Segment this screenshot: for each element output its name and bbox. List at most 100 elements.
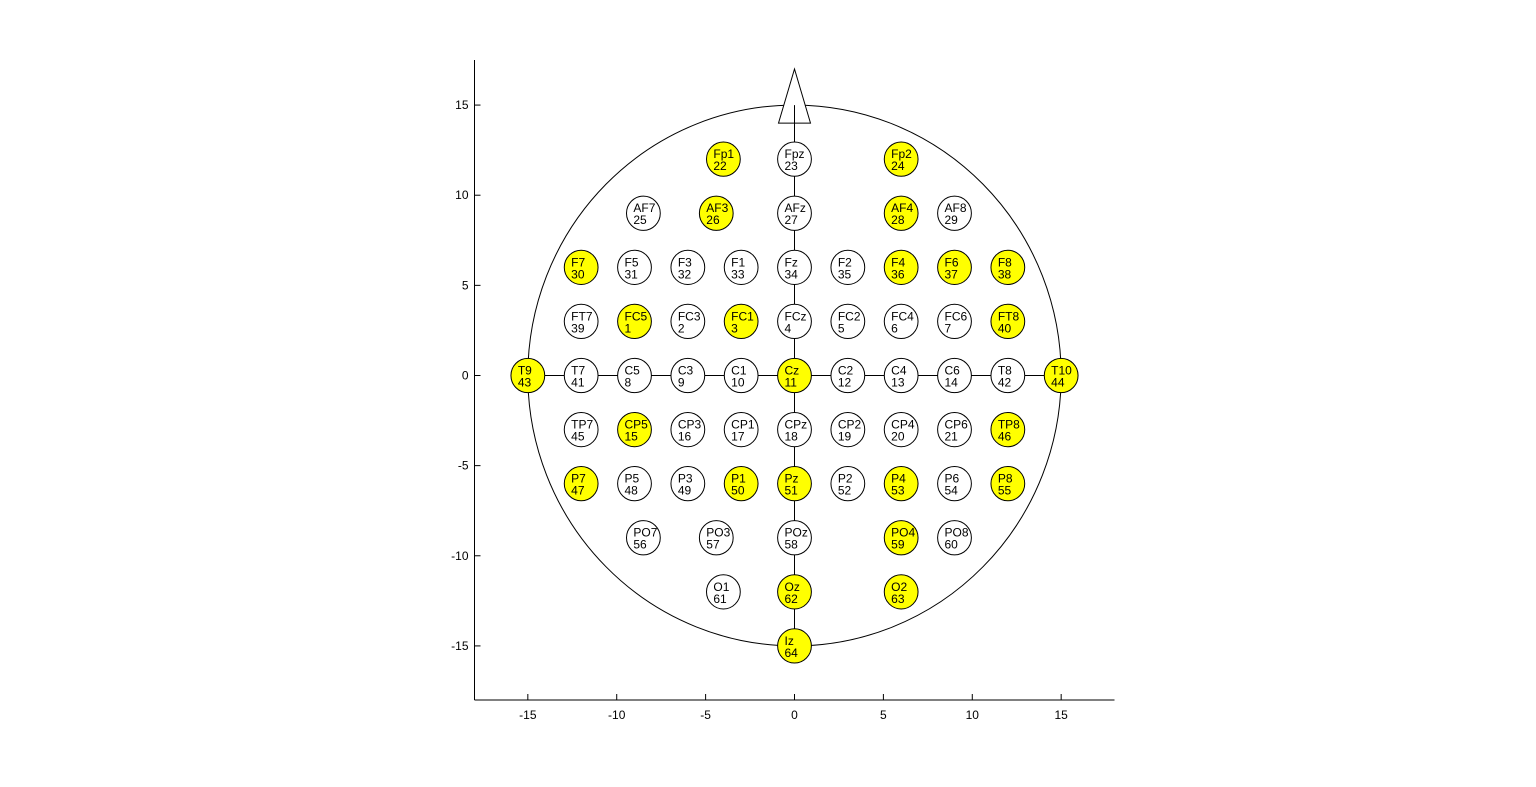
electrode-number: 46 [998,430,1012,444]
electrode-number: 6 [891,321,898,335]
electrode-number: 59 [891,538,905,552]
electrode-number: 10 [731,375,745,389]
electrode-marker [937,303,972,340]
electrode-number: 21 [945,430,959,444]
electrode-name: P4 [891,472,906,486]
electrode-name: C6 [945,363,961,377]
electrode-name: F3 [678,255,692,269]
y-tick-label: 10 [455,188,469,202]
electrode-marker [830,303,866,340]
electrode-marker [883,466,919,502]
electrode-number: 13 [891,375,905,389]
electrode-name: Cz [785,363,800,377]
electrode-marker [723,249,759,285]
electrode-marker [883,357,919,394]
electrode-marker [883,574,919,610]
electrode-name: FC4 [891,309,914,323]
electrode-marker [883,520,919,556]
electrode-marker [937,249,972,285]
electrode-number: 49 [678,484,692,498]
electrode-name: PO3 [706,526,730,540]
electrode-name: T7 [571,363,585,377]
y-tick-label: 15 [455,98,469,112]
electrode-name: F5 [625,255,639,269]
electrode-name: O2 [891,580,907,594]
electrode-name: Fz [785,255,798,269]
electrode-number: 11 [785,375,798,389]
electrode-marker [563,303,599,340]
electrode-marker [830,411,866,448]
electrode-marker [626,195,661,231]
electrode-number: 4 [785,321,792,335]
electrode-marker [706,141,741,177]
electrode-name: FCz [785,309,807,323]
electrode-number: 48 [625,484,639,498]
electrode-number: 41 [571,375,585,389]
electrode-name: CP5 [625,418,649,432]
electrode-number: 43 [518,375,532,389]
electrode-name: AF8 [945,201,967,215]
electrode-marker [617,303,652,340]
electrode-marker [937,520,972,556]
electrode-marker [883,411,919,448]
electrode-marker [937,195,972,231]
electrode-marker [883,195,919,231]
electrode-number: 31 [625,267,639,281]
y-tick-label: -10 [451,549,469,563]
electrode-number: 50 [731,484,745,498]
electrode-number: 14 [945,375,959,389]
electrode-number: 2 [678,321,685,335]
electrodes: Fp122Fpz23Fp224AF725AF326AFz27AF428AF829… [510,141,1079,664]
electrode-name: P2 [838,472,853,486]
electrode-number: 22 [713,159,727,173]
electrode-number: 27 [785,213,799,227]
electrode-name: F4 [891,255,905,269]
electrode-name: P8 [998,472,1013,486]
electrode-name: FC6 [945,309,968,323]
electrode-number: 35 [838,267,852,281]
electrode-marker [563,357,599,394]
electrode-name: Pz [785,472,799,486]
electrode-name: Fpz [785,147,805,161]
electrode-number: 3 [731,321,738,335]
electrode-marker [777,466,812,502]
electrode-number: 26 [706,213,720,227]
electrode-name: AF4 [891,201,913,215]
electrode-marker [777,574,812,610]
electrode-name: CP6 [945,418,969,432]
electrode-number: 53 [891,484,905,498]
electrode-marker [698,520,734,556]
electrode-name: AF7 [633,201,655,215]
x-tick-label: 5 [880,708,887,722]
electrode-name: P7 [571,472,586,486]
electrode-marker [990,411,1026,448]
